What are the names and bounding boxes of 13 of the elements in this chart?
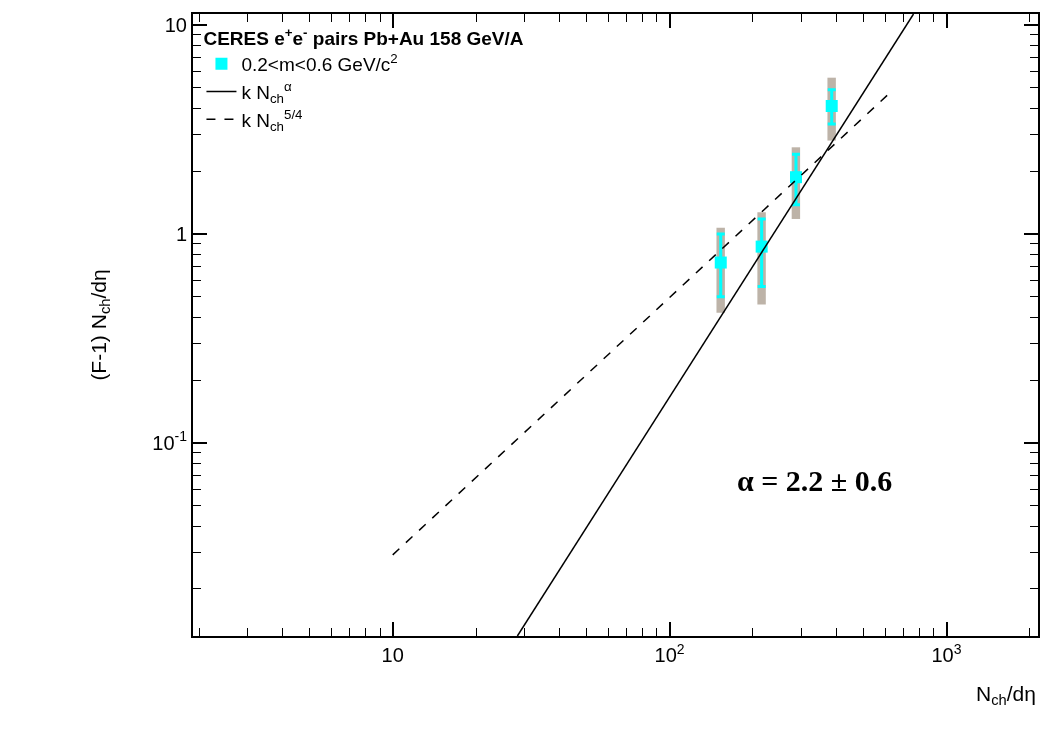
y-tick-label: 10 xyxy=(164,14,187,37)
y-tick-label: 1 xyxy=(175,222,187,245)
x-tick-label: 10$^{3}$ xyxy=(931,640,962,666)
y-tick-label: 10$^{-1}$ xyxy=(152,428,188,454)
legend-title: CERES e$^{+}$e$^{-}$ pairs Pb+Au 158 GeV/A xyxy=(203,24,524,49)
x-tick-label: 10 xyxy=(381,644,404,666)
point xyxy=(789,171,802,184)
x-tick-label: 10$^{2}$ xyxy=(654,640,685,666)
point xyxy=(825,99,838,112)
point xyxy=(714,256,727,269)
legend-label: 0.2<m<0.6 GeV/c$^{2}$ xyxy=(241,51,398,76)
annotation: α = 2.2 ± 0.6 xyxy=(737,464,893,497)
x-axis-title: N$_{ch}$/dη xyxy=(976,682,1036,709)
